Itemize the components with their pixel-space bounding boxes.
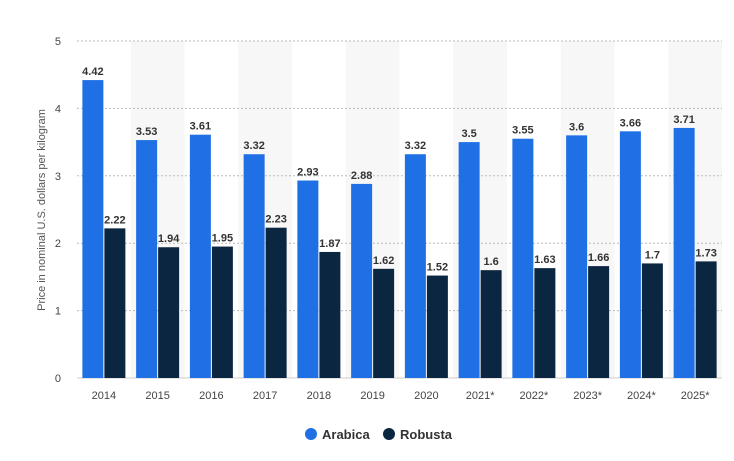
y-tick-label: 1 bbox=[55, 306, 61, 318]
legend-label: Robusta bbox=[400, 427, 453, 442]
legend-marker-icon bbox=[305, 428, 317, 440]
y-axis-ticks: 0 1 2 3 4 5 bbox=[55, 36, 61, 385]
y-tick-label: 3 bbox=[55, 171, 61, 183]
robusta-bar[interactable] bbox=[104, 228, 126, 378]
x-tick-label: 2015 bbox=[145, 390, 169, 402]
robusta-bar[interactable] bbox=[588, 266, 610, 378]
arabica-data-label: 3.55 bbox=[512, 125, 533, 137]
robusta-bar[interactable] bbox=[265, 227, 287, 378]
x-tick-label: 2016 bbox=[199, 390, 223, 402]
robusta-data-label: 1.52 bbox=[427, 262, 448, 274]
arabica-data-label: 3.61 bbox=[190, 121, 211, 133]
robusta-data-label: 2.23 bbox=[265, 214, 286, 226]
arabica-data-label: 3.66 bbox=[620, 117, 641, 129]
robusta-bar[interactable] bbox=[426, 275, 448, 378]
arabica-bar[interactable] bbox=[458, 142, 480, 378]
arabica-bar[interactable] bbox=[619, 131, 641, 378]
robusta-data-label: 1.6 bbox=[483, 256, 498, 268]
x-tick-label: 2014 bbox=[92, 390, 116, 402]
arabica-data-label: 3.53 bbox=[136, 126, 157, 138]
arabica-data-label: 3.32 bbox=[405, 140, 426, 152]
gridlines bbox=[77, 40, 722, 379]
arabica-data-label: 3.6 bbox=[569, 121, 584, 133]
x-tick-label: 2020 bbox=[414, 390, 438, 402]
robusta-bar[interactable] bbox=[158, 247, 180, 378]
robusta-data-label: 1.95 bbox=[212, 233, 233, 245]
x-tick-label: 2018 bbox=[307, 390, 331, 402]
robusta-data-label: 2.22 bbox=[104, 214, 125, 226]
x-tick-label: 2022* bbox=[519, 390, 548, 402]
legend-label: Arabica bbox=[322, 427, 370, 442]
arabica-data-label: 3.71 bbox=[673, 114, 694, 126]
x-tick-label: 2025* bbox=[681, 390, 710, 402]
robusta-bar[interactable] bbox=[695, 261, 717, 378]
robusta-bar[interactable] bbox=[534, 268, 556, 378]
robusta-bar[interactable] bbox=[480, 270, 502, 378]
arabica-bar[interactable] bbox=[566, 135, 588, 378]
robusta-data-label: 1.94 bbox=[158, 233, 180, 245]
legend-marker-icon bbox=[383, 428, 395, 440]
y-tick-label: 0 bbox=[55, 373, 61, 385]
x-tick-label: 2019 bbox=[360, 390, 384, 402]
data-labels: 4.42 2.22 3.53 1.94 3.61 1.95 3.32 2.23 2.93 1.87… bbox=[82, 66, 717, 273]
arabica-bar[interactable] bbox=[512, 138, 534, 378]
robusta-data-label: 1.62 bbox=[373, 255, 394, 267]
y-axis-label: Price in nominal U.S. dollars per kilogr… bbox=[36, 109, 48, 311]
robusta-data-label: 1.63 bbox=[534, 254, 555, 266]
robusta-bar[interactable] bbox=[211, 246, 233, 378]
bars bbox=[82, 80, 717, 378]
robusta-data-label: 1.66 bbox=[588, 252, 609, 264]
y-tick-label: 5 bbox=[55, 36, 61, 48]
arabica-data-label: 2.88 bbox=[351, 170, 372, 182]
robusta-bar[interactable] bbox=[641, 263, 663, 378]
legend-item-robusta[interactable]: Robusta bbox=[383, 427, 453, 442]
legend: Arabica Robusta bbox=[305, 427, 453, 442]
legend-item-arabica[interactable]: Arabica bbox=[305, 427, 370, 442]
arabica-data-label: 3.5 bbox=[461, 128, 476, 140]
arabica-bar[interactable] bbox=[404, 154, 426, 378]
arabica-data-label: 3.32 bbox=[243, 140, 264, 152]
robusta-data-label: 1.7 bbox=[645, 249, 660, 261]
x-tick-label: 2023* bbox=[573, 390, 602, 402]
y-tick-label: 4 bbox=[55, 103, 61, 115]
arabica-bar[interactable] bbox=[82, 80, 104, 378]
arabica-bar[interactable] bbox=[297, 180, 319, 378]
x-tick-label: 2024* bbox=[627, 390, 656, 402]
arabica-data-label: 2.93 bbox=[297, 167, 318, 179]
x-tick-label: 2021* bbox=[466, 390, 495, 402]
arabica-bar[interactable] bbox=[136, 140, 158, 378]
arabica-bar[interactable] bbox=[673, 127, 695, 378]
y-tick-label: 2 bbox=[55, 238, 61, 250]
x-tick-label: 2017 bbox=[253, 390, 277, 402]
arabica-data-label: 4.42 bbox=[82, 66, 103, 78]
robusta-data-label: 1.87 bbox=[319, 238, 340, 250]
arabica-bar[interactable] bbox=[189, 134, 211, 378]
arabica-bar[interactable] bbox=[243, 154, 265, 378]
robusta-bar[interactable] bbox=[319, 251, 341, 378]
x-axis-ticks: 2014 2015 2016 2017 2018 2019 2020 2021* 2022* 20… bbox=[92, 390, 711, 402]
robusta-data-label: 1.73 bbox=[695, 247, 716, 259]
arabica-bar[interactable] bbox=[351, 183, 373, 378]
robusta-bar[interactable] bbox=[373, 268, 395, 378]
